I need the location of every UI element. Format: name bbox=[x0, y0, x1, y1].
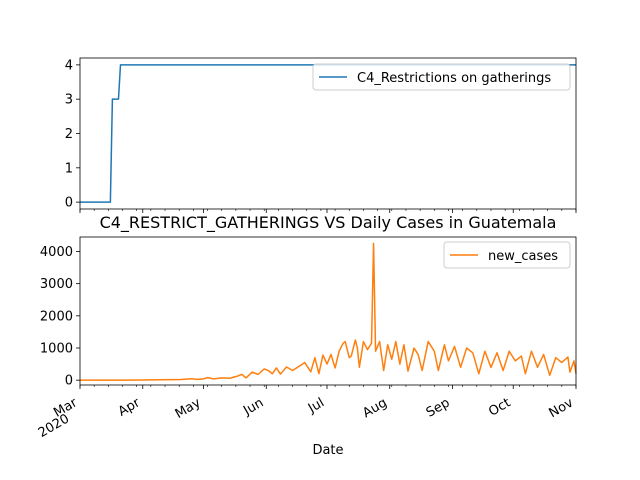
top-legend-label: C4_Restrictions on gatherings bbox=[357, 71, 551, 86]
top-y-tick-label: 2 bbox=[65, 127, 73, 142]
bottom-x-tick-label: Apr bbox=[116, 395, 144, 420]
bottom-y-tick-label: 4000 bbox=[40, 245, 73, 260]
bottom-x-tick-sublabel: 2020 bbox=[36, 411, 72, 441]
top-y-axis: 0 1 2 3 4 bbox=[65, 58, 80, 211]
bottom-legend: new_cases bbox=[443, 241, 571, 269]
bottom-y-axis: 0 1000 2000 3000 4000 bbox=[40, 245, 80, 389]
restrictions-line bbox=[80, 64, 576, 203]
bottom-x-tick-label: Aug bbox=[360, 395, 389, 421]
top-y-tick-label: 3 bbox=[65, 93, 73, 108]
top-series-layer bbox=[80, 64, 576, 203]
bottom-x-tick-label: Nov bbox=[547, 395, 577, 421]
bottom-series-layer bbox=[80, 242, 577, 381]
new-cases-line bbox=[80, 242, 577, 381]
bottom-y-tick-label: 2000 bbox=[40, 309, 73, 324]
bottom-y-tick-label: 0 bbox=[65, 374, 73, 389]
bottom-x-tick-label: Jun bbox=[240, 395, 266, 419]
bottom-x-tick-label: Oct bbox=[486, 395, 513, 419]
top-x-axis bbox=[79, 209, 577, 213]
top-legend-box bbox=[312, 63, 571, 91]
bottom-x-tick-label: Jul bbox=[305, 395, 327, 416]
top-plot: 0 1 2 3 4 C4_Restrictions on gatherings bbox=[65, 57, 577, 213]
top-y-tick-label: 0 bbox=[65, 196, 73, 211]
top-y-tick-label: 1 bbox=[65, 161, 73, 176]
bottom-x-tick-label: May bbox=[173, 395, 204, 422]
bottom-y-tick-label: 1000 bbox=[40, 342, 73, 357]
bottom-x-tick-label: Sep bbox=[424, 395, 453, 420]
bottom-legend-box bbox=[443, 241, 571, 269]
chart-title: C4_RESTRICT_GATHERINGS VS Daily Cases in… bbox=[100, 213, 557, 233]
top-y-tick-label: 4 bbox=[65, 58, 73, 73]
bottom-plot-frame bbox=[79, 236, 577, 386]
top-legend: C4_Restrictions on gatherings bbox=[312, 63, 571, 91]
bottom-y-tick-label: 3000 bbox=[40, 277, 73, 292]
top-plot-frame bbox=[79, 57, 577, 210]
bottom-legend-label: new_cases bbox=[488, 249, 558, 264]
x-axis-label: Date bbox=[312, 443, 343, 458]
